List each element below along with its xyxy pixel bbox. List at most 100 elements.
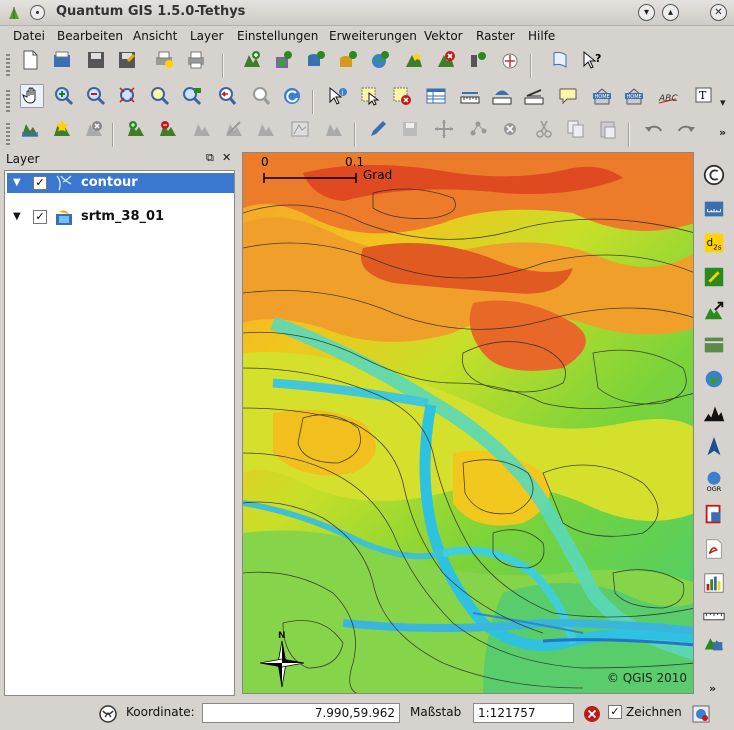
cut-features-icon[interactable]: [532, 117, 556, 141]
layer-row-contour[interactable]: ▼ ✓ contour: [7, 173, 234, 193]
toolbar-grip[interactable]: [6, 123, 10, 147]
menu-erweiterungen[interactable]: Erweiterungen: [329, 29, 417, 43]
new-project-icon[interactable]: [18, 48, 42, 72]
add-postgis-layer-icon[interactable]: [304, 48, 328, 72]
close-button[interactable]: ✕: [710, 4, 727, 21]
new-shapefile-icon[interactable]: [402, 48, 426, 72]
capture-polygon-icon[interactable]: [288, 117, 312, 141]
profile-plugin-icon[interactable]: [701, 400, 727, 426]
hide-all-layers-icon[interactable]: [156, 117, 180, 141]
globe-plugin-icon[interactable]: [701, 366, 727, 392]
map-overview-plugin-icon[interactable]: [701, 630, 727, 656]
add-wfs-layer-icon[interactable]: [498, 48, 522, 72]
projection-status-icon[interactable]: [692, 705, 710, 723]
capture-point-icon[interactable]: [222, 117, 246, 141]
pan-icon[interactable]: [20, 84, 44, 108]
new-layer-star-icon[interactable]: [50, 117, 74, 141]
menu-hilfe[interactable]: Hilfe: [528, 29, 556, 43]
stop-rendering-icon[interactable]: [583, 705, 601, 723]
undo-icon[interactable]: [642, 117, 666, 141]
expand-chevron-icon[interactable]: ▼: [13, 177, 21, 188]
save-edits-icon[interactable]: [398, 117, 422, 141]
scale-bar-plugin-icon[interactable]: [701, 196, 727, 222]
toolbar-grip[interactable]: [6, 90, 10, 114]
help-contents-icon[interactable]: [548, 48, 572, 72]
menu-layer[interactable]: Layer: [190, 29, 224, 43]
map-tips-icon[interactable]: [556, 84, 580, 108]
add-raster-layer-icon[interactable]: [272, 48, 296, 72]
measure-area-icon[interactable]: [490, 84, 514, 108]
layer-visibility-checkbox[interactable]: ✓: [33, 176, 47, 190]
add-wms-layer-icon[interactable]: [368, 48, 392, 72]
maximize-button[interactable]: ▴: [662, 4, 679, 21]
refresh-icon[interactable]: [280, 84, 304, 108]
float-panel-icon[interactable]: ⧉: [206, 151, 214, 164]
show-all-layers-icon[interactable]: [124, 117, 148, 141]
coordinate-field[interactable]: 7.990,59.962: [202, 703, 400, 723]
dxf2shp-plugin-icon[interactable]: d 2s: [701, 230, 727, 256]
current-edits-icon[interactable]: [366, 117, 390, 141]
zoom-last-icon[interactable]: [214, 84, 238, 108]
remove-layer-icon[interactable]: [434, 48, 458, 72]
zoom-in-icon[interactable]: [52, 84, 76, 108]
measure-angle-icon[interactable]: [522, 84, 546, 108]
measure-line-icon[interactable]: [458, 84, 482, 108]
layer-row-srtm[interactable]: ▼ ✓ srtm_38_01: [7, 207, 234, 227]
attribute-table-icon[interactable]: [424, 84, 448, 108]
save-as-icon[interactable]: [115, 48, 139, 72]
delete-vertex-icon[interactable]: [498, 117, 522, 141]
deselect-features-icon[interactable]: [390, 84, 414, 108]
measure-plugin-icon[interactable]: [701, 604, 727, 630]
zoom-full-icon[interactable]: [116, 84, 140, 108]
spatialite-plugin-icon[interactable]: [701, 502, 727, 528]
layer-visibility-checkbox[interactable]: ✓: [33, 210, 47, 224]
menu-datei[interactable]: Datei: [13, 29, 46, 43]
annotation-dropdown-icon[interactable]: T: [692, 84, 716, 108]
paste-features-icon[interactable]: [596, 117, 620, 141]
add-vector-layer-icon[interactable]: [240, 48, 264, 72]
show-bookmarks-icon[interactable]: HOME: [622, 84, 646, 108]
export-pdf-plugin-icon[interactable]: [701, 536, 727, 562]
render-checkbox[interactable]: ✓: [608, 705, 622, 719]
print-composer-icon[interactable]: [152, 48, 176, 72]
print-icon[interactable]: [184, 48, 208, 72]
menu-raster[interactable]: Raster: [476, 29, 515, 43]
menu-vektor[interactable]: Vektor: [424, 29, 463, 43]
new-bookmark-icon[interactable]: HOME: [590, 84, 614, 108]
toolbar-overflow-icon[interactable]: »: [719, 126, 727, 139]
gps-plugin-icon[interactable]: [701, 264, 727, 290]
identify-features-icon[interactable]: i: [326, 84, 350, 108]
zoom-out-icon[interactable]: [84, 84, 108, 108]
save-project-icon[interactable]: [84, 48, 108, 72]
zoom-next-icon[interactable]: [248, 84, 272, 108]
new-bookmark-icon[interactable]: [466, 48, 490, 72]
toggle-editing-icon[interactable]: [190, 117, 214, 141]
add-spatialite-layer-icon[interactable]: [336, 48, 360, 72]
open-project-icon[interactable]: [50, 48, 74, 72]
plugin-toolbar-overflow-icon[interactable]: »: [709, 682, 717, 695]
raster-terrain-plugin-icon[interactable]: [701, 332, 727, 358]
zoom-to-selection-icon[interactable]: [148, 84, 172, 108]
move-vertex-icon[interactable]: [466, 117, 490, 141]
pin-icon[interactable]: [30, 5, 45, 20]
menu-ansicht[interactable]: Ansicht: [133, 29, 178, 43]
copyright-label-plugin-icon[interactable]: [701, 162, 727, 188]
raster-histogram-plugin-icon[interactable]: [701, 570, 727, 596]
remove-all-layers-icon[interactable]: [82, 117, 106, 141]
select-features-icon[interactable]: [358, 84, 382, 108]
georeferencer-plugin-icon[interactable]: [701, 298, 727, 324]
whats-this-icon[interactable]: ?: [580, 48, 604, 72]
menu-einstellungen[interactable]: Einstellungen: [237, 29, 319, 43]
coordinate-mode-icon[interactable]: [98, 704, 118, 724]
add-vertex-icon[interactable]: [432, 117, 456, 141]
map-canvas[interactable]: 0 0.1 Grad N © QGIS 2010: [242, 152, 694, 694]
zoom-to-layer-icon[interactable]: [180, 84, 204, 108]
expand-chevron-icon[interactable]: ▼: [13, 211, 21, 222]
north-arrow-plugin-icon[interactable]: [701, 434, 727, 460]
toolbar-grip[interactable]: [6, 54, 10, 78]
copy-features-icon[interactable]: [564, 117, 588, 141]
ogr-converter-plugin-icon[interactable]: OGR: [701, 468, 727, 494]
scale-field[interactable]: 1:121757: [473, 703, 574, 723]
minimize-button[interactable]: ▾: [638, 4, 655, 21]
layer-overview-icon[interactable]: [18, 117, 42, 141]
